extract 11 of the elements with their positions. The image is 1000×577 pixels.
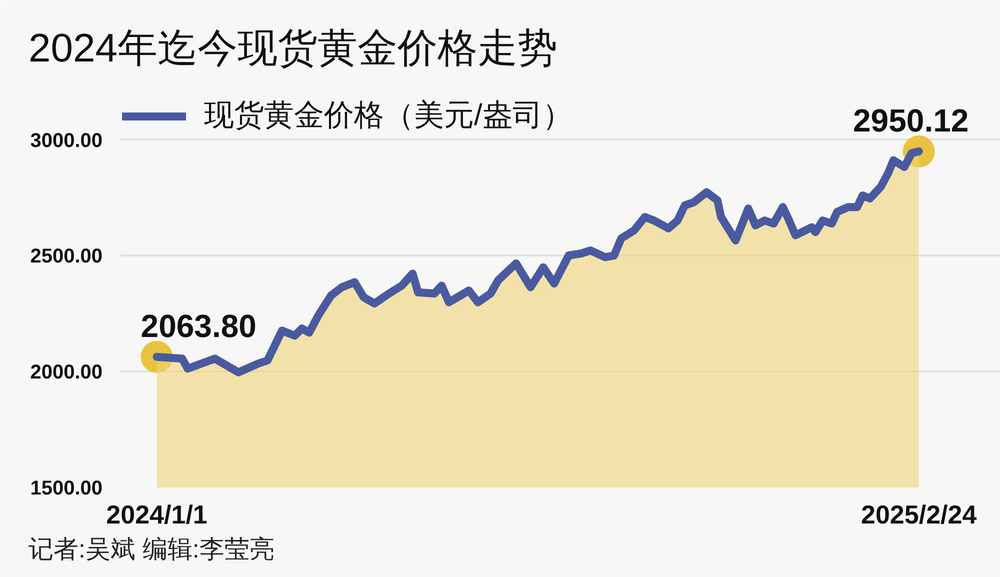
text: 记者:吴斌 编辑:李莹亮	[28, 536, 274, 564]
x-tick-label: 2024/1/1	[106, 500, 208, 530]
y-tick-label: 1500.00	[30, 478, 102, 500]
y-tick-label: 2500.00	[30, 246, 102, 268]
y-tick-label: 3000.00	[30, 130, 102, 152]
data-label: 2950.12	[853, 102, 969, 138]
x-tick-label: 2025/2/24	[861, 500, 978, 530]
y-tick-label: 2000.00	[30, 362, 102, 384]
chart-title: 2024年迄今现货黄金价格走势	[28, 26, 558, 70]
legend-label: 现货黄金价格（美元/盎司）	[204, 98, 572, 134]
data-label: 2063.80	[140, 308, 256, 344]
